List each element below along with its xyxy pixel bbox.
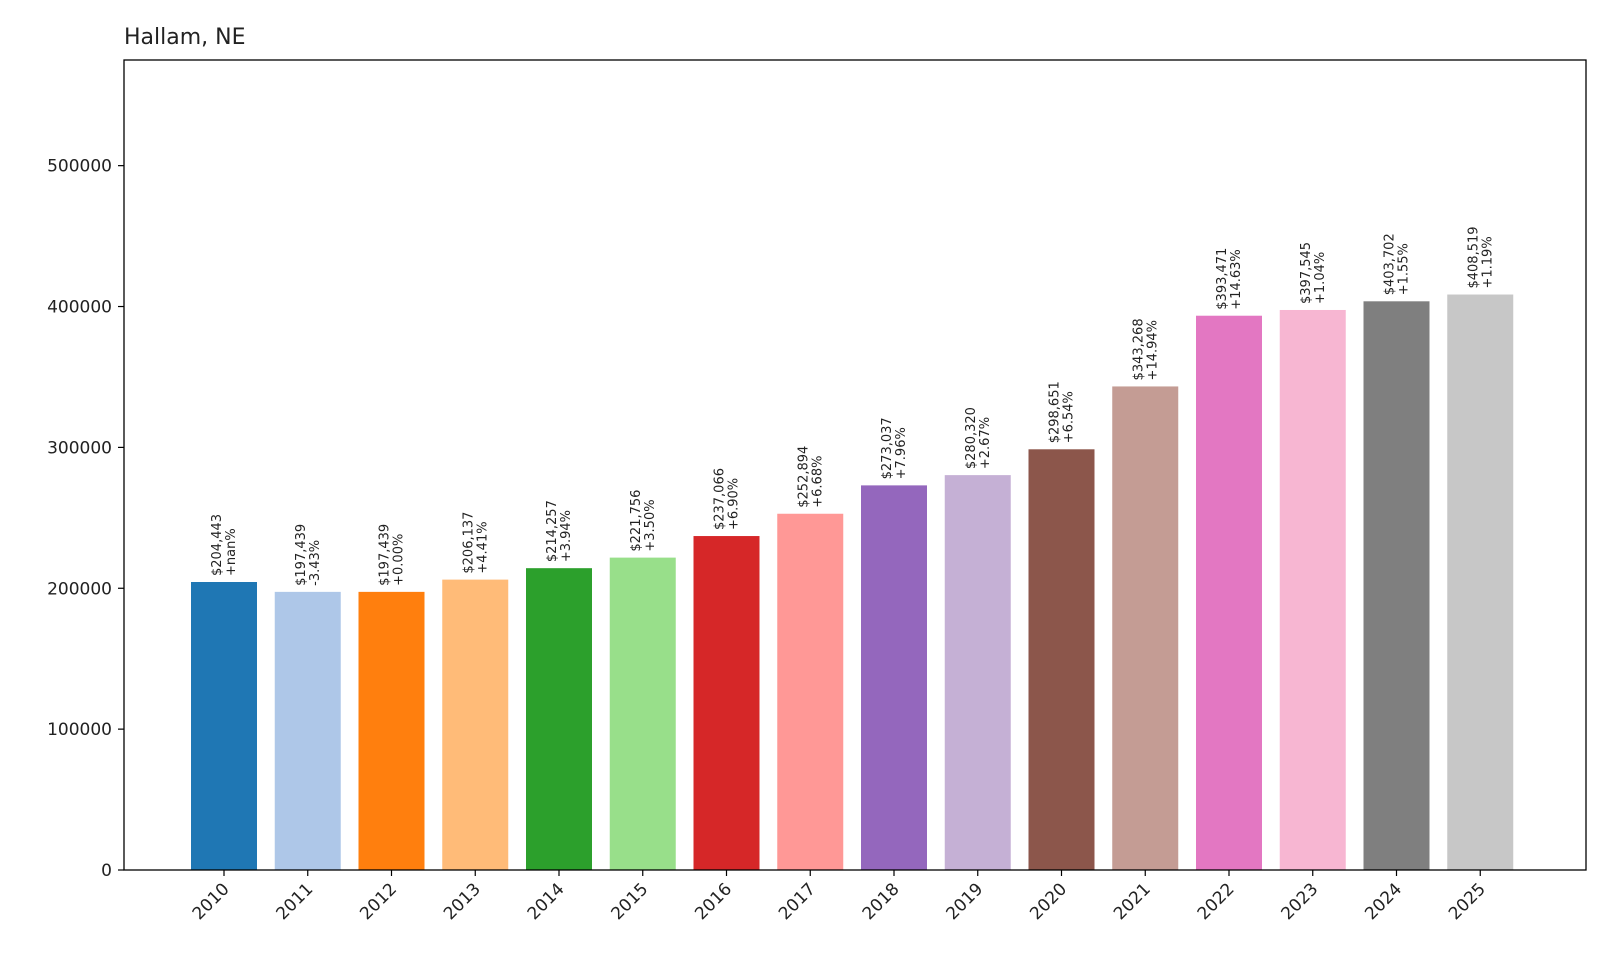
bar [944,475,1011,870]
bar-change-label: +6.90% [727,478,742,530]
bar-value-label: $252,894 [796,446,811,508]
bar-value-label: $197,439 [378,524,393,586]
bar-change-label: +1.19% [1480,236,1495,288]
bar-value-label: $393,471 [1215,248,1230,310]
bar-value-label: $403,702 [1383,233,1398,295]
xtick-label: 2019 [943,879,988,924]
bar [526,568,592,870]
bar-change-label: +7.96% [894,427,909,479]
xtick-label: 2016 [691,879,736,924]
ytick-label: 0 [101,861,112,881]
xtick-label: 2013 [440,879,485,924]
bar-labels-group: $204,443 +nan% $197,439 -3.43% $197,439 +0.00… [210,226,1495,585]
bar [1363,301,1430,870]
bar [1279,309,1346,870]
xtick-label: 2017 [775,879,820,924]
bar-value-label: $197,439 [294,524,309,586]
bar-value-label: $298,651 [1048,381,1063,443]
xtick-label: 2021 [1110,879,1155,924]
ytick-label: 400000 [47,298,112,318]
bar-value-label: $408,519 [1466,226,1481,288]
bar [609,557,676,870]
chart-title: Hallam, NE [124,25,246,50]
bar-change-label: -3.43% [308,540,323,586]
xtick-label: 2015 [608,879,653,924]
bar-value-label: $273,037 [880,417,895,479]
bar-change-label: +14.63% [1229,249,1244,309]
bar [777,513,844,870]
xtick-label: 2024 [1361,879,1406,924]
bar-change-label: +6.54% [1062,391,1077,443]
x-axis: 2010 2011 2012 2013 2014 2015 2016 2017 2018 2019… [189,870,1490,924]
xtick-label: 2022 [1194,879,1239,924]
bar [1196,315,1262,870]
xtick-label: 2020 [1026,879,1071,924]
bar-value-label: $204,443 [210,514,225,576]
bar [442,579,509,870]
xtick-label: 2025 [1445,879,1490,924]
bar-value-label: $343,268 [1131,318,1146,380]
bar [1112,386,1179,870]
ytick-label: 200000 [47,579,112,599]
plot-frame [123,59,1587,871]
bar-value-label: $397,545 [1299,242,1314,304]
bar-value-label: $280,320 [964,407,979,469]
bar-change-label: +3.94% [559,510,574,562]
bar-change-label: +6.68% [810,456,825,508]
xtick-label: 2011 [273,879,318,924]
bar-change-label: +1.55% [1397,243,1412,295]
bar [274,591,341,870]
bar-change-label: +14.94% [1145,320,1160,380]
bar-value-label: $221,756 [629,490,644,552]
bar-change-label: +3.50% [643,499,658,551]
xtick-label: 2018 [859,879,904,924]
ytick-label: 300000 [47,438,112,458]
ytick-label: 500000 [47,157,112,177]
bar [191,582,257,870]
y-axis: 0 100000 200000 300000 400000 500000 [47,157,124,881]
bar [693,536,760,870]
bar [1447,294,1514,870]
bars-group [191,294,1514,870]
bar [861,485,927,870]
xtick-label: 2023 [1278,879,1323,924]
bar-change-label: +nan% [224,528,239,576]
bar [1028,449,1095,870]
bar-change-label: +0.00% [392,534,407,586]
xtick-label: 2012 [356,879,401,924]
xtick-label: 2010 [189,879,234,924]
bar [358,591,425,870]
bar-change-label: +4.41% [475,521,490,573]
ytick-label: 100000 [47,720,112,740]
bar-value-label: $206,137 [461,512,476,574]
bar-value-label: $214,257 [545,500,560,562]
bar-change-label: +1.04% [1313,252,1328,304]
bar-change-label: +2.67% [978,417,993,469]
bar-value-label: $237,066 [713,468,728,530]
xtick-label: 2014 [524,879,569,924]
